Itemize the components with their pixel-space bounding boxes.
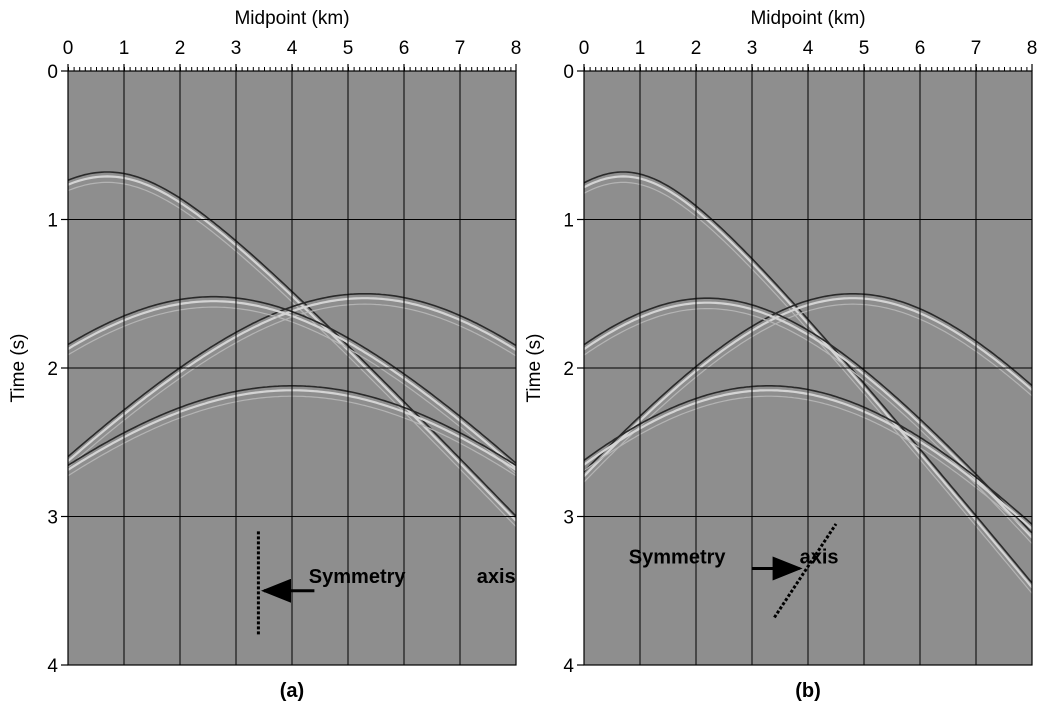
annotation: axis (477, 566, 516, 588)
x-tick-label: 4 (803, 38, 814, 59)
y-tick-label: 1 (563, 211, 574, 232)
x-tick-label: 8 (511, 38, 522, 59)
x-tick-label: 3 (747, 38, 758, 59)
y-axis-label: Time (s) (524, 334, 545, 403)
y-axis-label: Time (s) (8, 334, 29, 403)
x-tick-label: 8 (1027, 38, 1038, 59)
x-tick-label: 5 (343, 38, 354, 59)
y-tick-label: 0 (47, 62, 58, 83)
panel: 0 1 2 3 4 5 6 7 8 0 1 2 3 4 Midpoint (km) Time (s) (b) Sy… (524, 8, 1037, 702)
x-tick-label: 1 (119, 38, 130, 59)
x-tick-label: 2 (691, 38, 702, 59)
x-tick-label: 3 (231, 38, 242, 59)
caption: (a) (280, 680, 304, 702)
y-tick-label: 1 (47, 211, 58, 232)
annotation: Symmetry (309, 566, 407, 588)
x-axis-label: Midpoint (km) (234, 8, 349, 29)
x-tick-label: 0 (63, 38, 74, 59)
caption: (b) (795, 680, 821, 702)
x-tick-label: 4 (287, 38, 298, 59)
x-tick-label: 7 (971, 38, 982, 59)
annotation: Symmetry (629, 547, 727, 569)
x-tick-label: 1 (635, 38, 646, 59)
annotation: axis (800, 547, 839, 569)
panel: 0 1 2 3 4 5 6 7 8 0 1 2 3 4 Midpoint (km) Time (s) (a) Sy… (8, 8, 521, 702)
x-tick-label: 2 (175, 38, 186, 59)
figure: 0 1 2 3 4 5 6 7 8 0 1 2 3 4 Midpoint (km) Time (s) (a) Sy… (0, 0, 1045, 719)
x-tick-label: 5 (859, 38, 870, 59)
y-tick-label: 2 (47, 359, 58, 380)
y-tick-label: 3 (563, 508, 574, 529)
y-tick-label: 4 (563, 656, 574, 677)
x-axis-label: Midpoint (km) (750, 8, 865, 29)
x-tick-label: 0 (579, 38, 590, 59)
x-tick-label: 7 (455, 38, 466, 59)
y-tick-label: 4 (47, 656, 58, 677)
y-tick-label: 2 (563, 359, 574, 380)
x-tick-label: 6 (915, 38, 926, 59)
y-tick-label: 0 (563, 62, 574, 83)
x-tick-label: 6 (399, 38, 410, 59)
y-tick-label: 3 (47, 508, 58, 529)
